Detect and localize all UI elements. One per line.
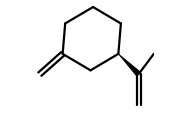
Polygon shape [118, 54, 141, 76]
